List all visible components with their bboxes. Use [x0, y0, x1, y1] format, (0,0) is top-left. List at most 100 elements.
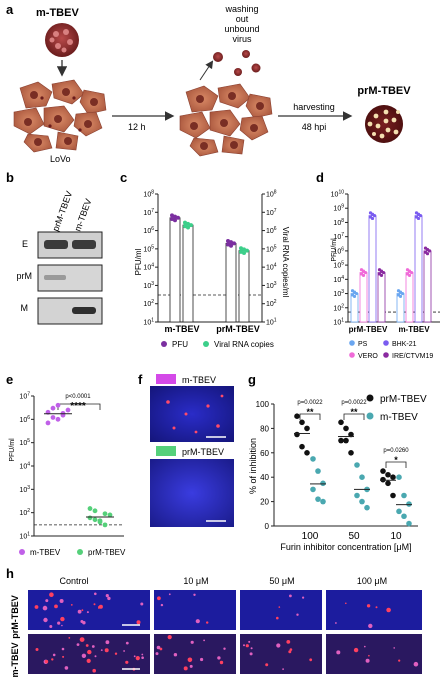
- h-red-focus: [49, 625, 53, 628]
- h-red-focus: [114, 652, 118, 655]
- c-point: [229, 240, 233, 245]
- e-significance: ****: [70, 401, 86, 412]
- d-point: [400, 291, 405, 296]
- h-red-focus: [366, 604, 371, 608]
- g-category-label: 50: [348, 531, 360, 542]
- h-red-focus: [364, 645, 366, 648]
- h-red-focus: [64, 666, 69, 670]
- h-red-focus: [52, 653, 56, 657]
- h-red-focus: [302, 596, 305, 599]
- h-red-focus: [296, 613, 299, 616]
- h-image-grid: [28, 590, 422, 674]
- c-point: [176, 215, 180, 220]
- h-red-focus: [156, 645, 161, 650]
- d-point: [425, 252, 430, 256]
- harvest-label: harvesting: [293, 102, 335, 112]
- f-legend-m: m-TBEV: [182, 375, 216, 385]
- h-red-focus: [159, 647, 163, 651]
- h-red-focus: [86, 611, 89, 614]
- m-tbev-title: m-TBEV: [36, 7, 79, 19]
- h-red-focus: [61, 624, 63, 627]
- e-point: [102, 522, 108, 528]
- prm-tbev-title: prM-TBEV: [357, 85, 411, 97]
- western-blot-m: [37, 297, 103, 325]
- d-point: [363, 270, 368, 275]
- e-point: [50, 415, 56, 420]
- d-point: [361, 273, 366, 277]
- g-point: [380, 468, 386, 474]
- h-red-focus: [68, 637, 71, 639]
- g-points: [294, 413, 412, 527]
- c-legend-pfu: PFU: [172, 340, 188, 349]
- h-red-focus: [190, 640, 194, 644]
- g-category-label: 100: [302, 531, 319, 542]
- h-red-focus: [189, 664, 193, 668]
- blot-col-m-tbev: m-TBEV: [72, 197, 93, 232]
- e-point: [102, 511, 108, 517]
- h-red-focus: [104, 648, 109, 653]
- panel-label-h: h: [6, 566, 14, 581]
- g-point: [343, 437, 349, 444]
- g-point: [304, 450, 310, 456]
- panel-label-b: b: [6, 170, 14, 185]
- c-left-tick-label: 102: [143, 299, 154, 308]
- h-red-focus: [125, 641, 129, 645]
- d-point: [381, 270, 386, 275]
- h-red-focus: [368, 623, 373, 629]
- c-point: [226, 238, 230, 243]
- h-red-focus: [59, 599, 64, 603]
- c-point: [242, 251, 246, 256]
- panel-label-c: c: [120, 170, 127, 185]
- h-red-focus: [93, 603, 96, 606]
- g-point: [406, 520, 412, 527]
- e-point: [107, 512, 113, 518]
- g-ylabel: % of inhibition: [248, 438, 258, 494]
- c-point: [170, 216, 174, 221]
- d-tick-label: 101: [333, 318, 344, 327]
- g-stars: *: [394, 455, 398, 465]
- wash-line-3: unbound: [224, 24, 259, 34]
- g-point: [338, 437, 344, 444]
- e-point: [92, 517, 98, 523]
- h-red-focus: [276, 616, 279, 620]
- h-red-focus: [51, 658, 54, 661]
- c-left-tick-label: 103: [143, 281, 154, 290]
- c-category-m-tbev: m-TBEV: [164, 324, 199, 334]
- h-red-focus: [155, 652, 159, 656]
- h-red-focus: [365, 658, 370, 663]
- d-tick-label: 104: [333, 275, 344, 284]
- d-legend-ire-marker: [383, 352, 389, 358]
- g-p-value: p=0.0260: [383, 448, 409, 454]
- g-point: [315, 496, 321, 502]
- g-legend-m: m-TBEV: [380, 412, 418, 423]
- g-point: [396, 508, 402, 515]
- h-red-focus: [250, 647, 253, 650]
- h-red-focus: [70, 604, 73, 606]
- f-legend-prm: prM-TBEV: [182, 447, 224, 457]
- h-red-focus: [193, 593, 196, 596]
- g-point: [390, 492, 396, 499]
- h-red-focus: [195, 619, 200, 624]
- e-legend-prm-marker: [77, 549, 83, 555]
- c-category-prm-tbev: prM-TBEV: [216, 324, 260, 334]
- h-red-focus: [335, 622, 337, 624]
- d-tick-label: 105: [333, 261, 344, 270]
- e-point: [97, 518, 103, 524]
- h-red-focus: [82, 621, 86, 625]
- g-point: [315, 468, 321, 474]
- h-red-focus: [141, 656, 144, 659]
- e-points: [44, 402, 114, 528]
- h-red-focus: [43, 617, 48, 623]
- d-point: [407, 273, 412, 277]
- g-p-value: p=0.0022: [341, 400, 367, 406]
- f-red-foci: [166, 394, 224, 434]
- washed-virions-icon: [213, 50, 261, 76]
- d-tick-label: 1010: [331, 190, 345, 199]
- h-row-prm-tbev: prM-TBEV: [10, 595, 20, 639]
- wash-line-1: washing: [224, 4, 258, 14]
- h-red-focus: [34, 605, 39, 609]
- h-red-focus: [81, 609, 84, 612]
- blot-row-prm: prM: [17, 271, 33, 281]
- g-p-value: p=0.0022: [297, 400, 323, 406]
- h-red-focus: [94, 592, 97, 596]
